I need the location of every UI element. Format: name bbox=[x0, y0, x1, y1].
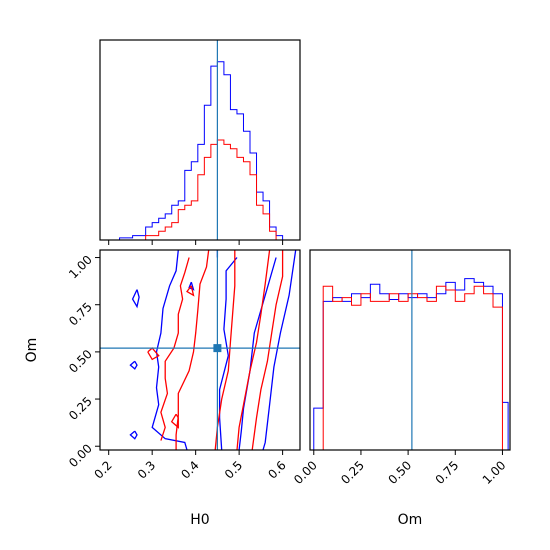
contour-line-1-7 bbox=[186, 285, 195, 297]
om-histogram-panel: 0.00 0.25 0.50 0.75 1.00 Om bbox=[291, 249, 511, 528]
om-histogram-frame bbox=[309, 249, 511, 451]
histogram-step-series-1 bbox=[313, 285, 509, 451]
contour-line-1-6 bbox=[170, 413, 179, 429]
contour-line-1-0 bbox=[175, 250, 210, 450]
h0-histogram-panel bbox=[99, 39, 301, 245]
h0-histogram-frame bbox=[99, 39, 301, 241]
contour-line-0-4 bbox=[262, 250, 297, 450]
histogram-step-series-0 bbox=[313, 278, 509, 450]
om-x-ticks: 0.00 0.25 0.50 0.75 1.00 bbox=[291, 450, 509, 487]
contour-line-0-0 bbox=[151, 250, 188, 450]
contour-line-0-7 bbox=[129, 360, 138, 370]
contour-line-1-5 bbox=[147, 347, 160, 361]
contour-line-1-2 bbox=[214, 250, 236, 450]
y-axis-label-om: Om bbox=[24, 338, 40, 363]
h0-histogram-bars bbox=[119, 61, 290, 241]
contour-frame bbox=[99, 249, 301, 451]
contour-line-1-4 bbox=[251, 250, 284, 450]
x-axis-label-h0: H0 bbox=[190, 512, 209, 528]
histogram-step-series-1 bbox=[119, 139, 290, 241]
x-axis-label-om: Om bbox=[398, 512, 423, 528]
truth-marker bbox=[213, 344, 222, 353]
histogram-step-series-0 bbox=[119, 61, 290, 241]
contour-line-0-5 bbox=[131, 289, 140, 309]
h0-histogram-ticks bbox=[108, 240, 284, 245]
contour-line-1-3 bbox=[236, 250, 271, 450]
contour-line-0-8 bbox=[129, 430, 138, 440]
om-histogram-bars bbox=[313, 278, 509, 451]
